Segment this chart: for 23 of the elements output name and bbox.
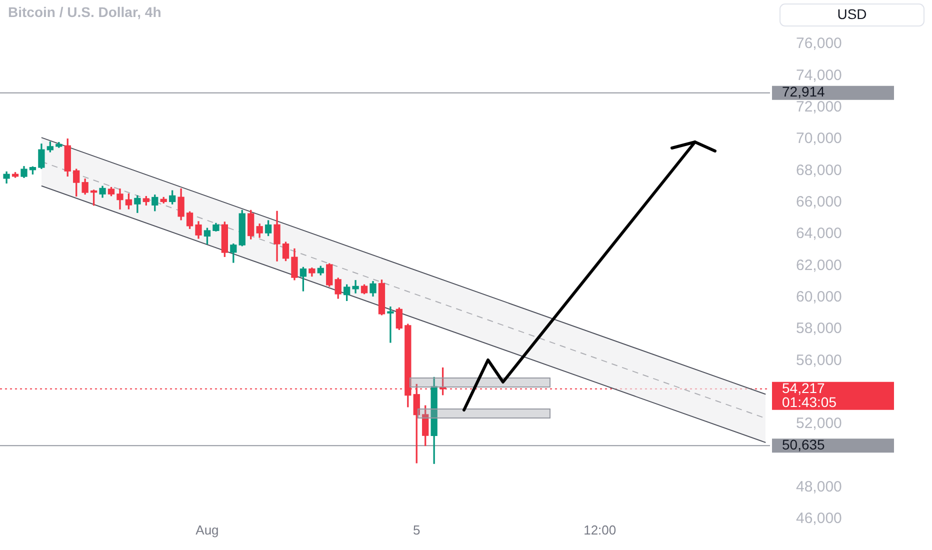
y-axis-title: USD bbox=[837, 6, 867, 22]
y-tick-label: 72,000 bbox=[796, 98, 842, 116]
y-tick-label: 60,000 bbox=[796, 288, 842, 306]
y-tick-label: 76,000 bbox=[796, 35, 842, 52]
chart-title: Bitcoin / U.S. Dollar, 4h bbox=[8, 4, 162, 20]
y-tick-label: 74,000 bbox=[796, 66, 842, 84]
ref-line-label: 50,635 bbox=[782, 436, 826, 452]
y-tick-label: 58,000 bbox=[796, 320, 842, 338]
y-tick-label: 66,000 bbox=[796, 193, 842, 210]
ref-line-label: 54,217 bbox=[782, 380, 826, 396]
x-tick-label: Aug bbox=[196, 522, 219, 538]
x-tick-label: 5 bbox=[413, 522, 420, 538]
y-tick-label: 52,000 bbox=[796, 415, 842, 432]
ref-line-label: 72,914 bbox=[782, 84, 826, 100]
y-tick-label: 70,000 bbox=[796, 130, 842, 148]
x-tick-label: 12:00 bbox=[584, 522, 616, 538]
text: 01:43:05 bbox=[782, 394, 837, 410]
y-tick-label: 64,000 bbox=[796, 225, 842, 242]
y-tick-label: 68,000 bbox=[796, 162, 842, 179]
y-tick-label: 48,000 bbox=[796, 478, 842, 496]
y-tick-label: 56,000 bbox=[796, 352, 842, 369]
y-tick-label: 46,000 bbox=[796, 510, 842, 528]
y-tick-label: 62,000 bbox=[796, 256, 842, 274]
